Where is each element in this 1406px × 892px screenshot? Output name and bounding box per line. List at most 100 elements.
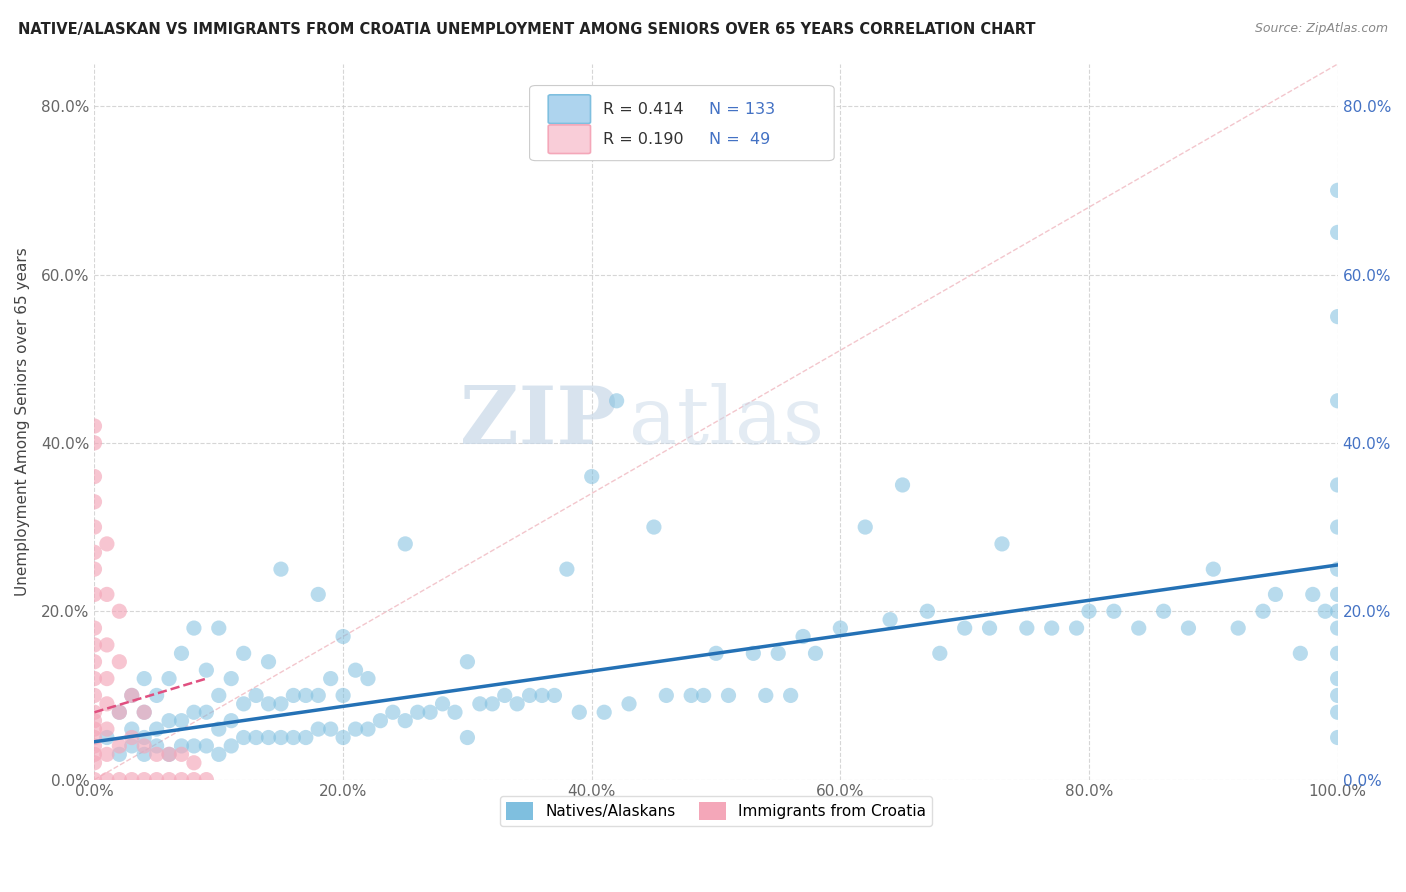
Point xyxy=(307,722,329,736)
Legend: Natives/Alaskans, Immigrants from Croatia: Natives/Alaskans, Immigrants from Croati… xyxy=(499,796,932,826)
Point xyxy=(219,714,242,728)
Point xyxy=(157,672,180,686)
Point xyxy=(1302,587,1324,601)
Point xyxy=(96,672,118,686)
Point xyxy=(157,714,180,728)
FancyBboxPatch shape xyxy=(548,125,591,153)
Point xyxy=(617,697,640,711)
Point xyxy=(1326,562,1348,576)
Point xyxy=(991,537,1014,551)
Point xyxy=(1326,310,1348,324)
Point xyxy=(394,537,416,551)
Point xyxy=(406,705,429,719)
Point xyxy=(83,714,105,728)
Point xyxy=(83,731,105,745)
FancyBboxPatch shape xyxy=(548,95,591,123)
Point xyxy=(83,756,105,770)
Point xyxy=(121,689,143,703)
Point xyxy=(456,655,478,669)
Point xyxy=(134,747,156,762)
Point xyxy=(145,747,167,762)
Point xyxy=(681,689,703,703)
Point xyxy=(853,520,876,534)
Point xyxy=(530,689,553,703)
Point xyxy=(1326,393,1348,408)
Point xyxy=(394,714,416,728)
Point xyxy=(83,655,105,669)
Point xyxy=(1177,621,1199,635)
Point xyxy=(208,747,231,762)
Point xyxy=(232,646,254,660)
Text: atlas: atlas xyxy=(628,383,824,461)
Point xyxy=(96,731,118,745)
Point xyxy=(134,705,156,719)
Point xyxy=(83,705,105,719)
Point xyxy=(1289,646,1312,660)
Point xyxy=(83,520,105,534)
Point xyxy=(319,722,342,736)
Point xyxy=(245,731,267,745)
Point xyxy=(1326,621,1348,635)
Point xyxy=(1315,604,1337,618)
Point xyxy=(1326,646,1348,660)
Point xyxy=(692,689,714,703)
Point xyxy=(121,731,143,745)
Point xyxy=(208,689,231,703)
Point xyxy=(270,562,292,576)
Point xyxy=(481,697,503,711)
Point xyxy=(121,722,143,736)
Point xyxy=(555,562,578,576)
Point xyxy=(879,613,901,627)
Point xyxy=(183,621,205,635)
Point xyxy=(108,604,131,618)
Point xyxy=(232,731,254,745)
Point xyxy=(717,689,740,703)
Point xyxy=(655,689,678,703)
Point xyxy=(195,739,218,753)
Point xyxy=(96,587,118,601)
Point xyxy=(606,393,628,408)
Text: N = 133: N = 133 xyxy=(709,102,775,117)
Point xyxy=(270,697,292,711)
Point xyxy=(208,621,231,635)
Point xyxy=(96,747,118,762)
Point xyxy=(1326,587,1348,601)
Point xyxy=(121,739,143,753)
Text: NATIVE/ALASKAN VS IMMIGRANTS FROM CROATIA UNEMPLOYMENT AMONG SENIORS OVER 65 YEA: NATIVE/ALASKAN VS IMMIGRANTS FROM CROATI… xyxy=(18,22,1036,37)
Point xyxy=(83,739,105,753)
Text: ZIP: ZIP xyxy=(460,383,617,461)
Point xyxy=(183,705,205,719)
Point xyxy=(257,731,280,745)
Point xyxy=(432,697,454,711)
Point xyxy=(157,747,180,762)
Point xyxy=(593,705,616,719)
FancyBboxPatch shape xyxy=(530,86,834,161)
Point xyxy=(295,731,318,745)
Point xyxy=(1326,183,1348,197)
Point xyxy=(83,469,105,483)
Point xyxy=(219,672,242,686)
Point xyxy=(96,638,118,652)
Point xyxy=(444,705,467,719)
Point xyxy=(83,562,105,576)
Point xyxy=(96,537,118,551)
Point xyxy=(83,672,105,686)
Point xyxy=(145,772,167,787)
Point xyxy=(1066,621,1088,635)
Point xyxy=(1251,604,1274,618)
Point xyxy=(1326,672,1348,686)
Point xyxy=(134,739,156,753)
Point xyxy=(370,714,392,728)
Point xyxy=(917,604,939,618)
Point xyxy=(1078,604,1101,618)
Point xyxy=(1015,621,1038,635)
Point xyxy=(283,689,305,703)
Point xyxy=(83,587,105,601)
Point xyxy=(170,772,193,787)
Point xyxy=(891,478,914,492)
Point xyxy=(357,672,380,686)
Point xyxy=(134,705,156,719)
Point xyxy=(96,722,118,736)
Point xyxy=(804,646,827,660)
Point xyxy=(1326,478,1348,492)
